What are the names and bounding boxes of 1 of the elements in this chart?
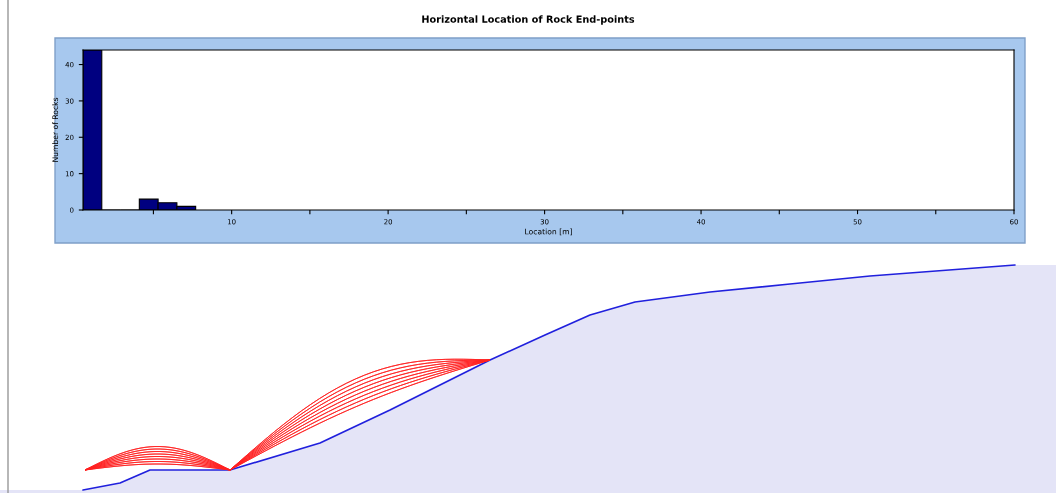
chart-title: Horizontal Location of Rock End-points: [422, 15, 635, 25]
